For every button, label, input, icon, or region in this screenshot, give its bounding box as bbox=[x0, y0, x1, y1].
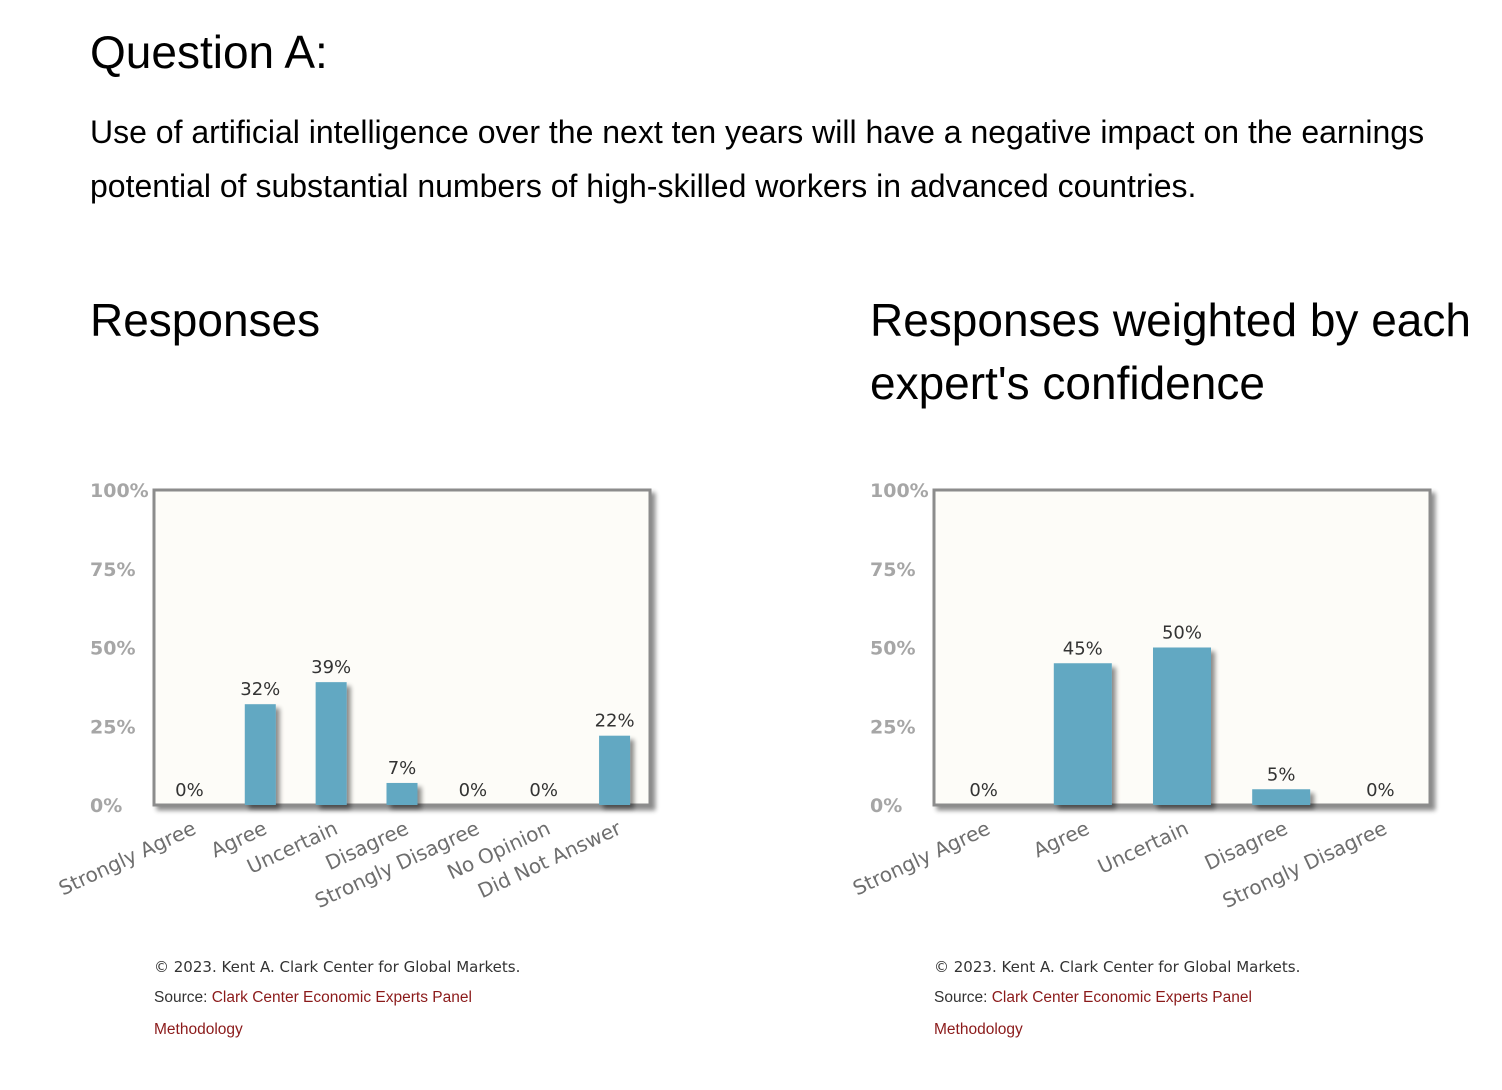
value-label: 0% bbox=[1366, 780, 1395, 801]
bar-uncertain bbox=[315, 682, 347, 805]
bar-did-not-answer bbox=[599, 735, 631, 805]
plot-area bbox=[152, 488, 652, 807]
methodology-link[interactable]: Methodology bbox=[154, 1021, 243, 1038]
responses-chart-title: Responses bbox=[90, 294, 321, 346]
value-label: 0% bbox=[459, 780, 488, 801]
bar-agree bbox=[244, 704, 276, 805]
x-tick-label: Strongly Disagree bbox=[1219, 816, 1391, 913]
methodology-link[interactable]: Methodology bbox=[934, 1021, 1023, 1038]
question-text: Use of artificial intelligence over the … bbox=[90, 114, 1425, 204]
value-label: 22% bbox=[595, 711, 635, 732]
source-label: Source: bbox=[154, 989, 212, 1006]
chart-footer-left: © 2023. Kent A. Clark Center for Global … bbox=[154, 955, 520, 1050]
x-tick-label: Strongly Agree bbox=[849, 816, 994, 900]
source-link[interactable]: Clark Center Economic Experts Panel bbox=[991, 989, 1252, 1006]
weighted-responses-chart-title: Responses weighted by each expert's conf… bbox=[870, 294, 1471, 409]
chart-footer-right: © 2023. Kent A. Clark Center for Global … bbox=[934, 955, 1300, 1050]
value-label: 7% bbox=[388, 758, 417, 779]
weighted-responses-chart: 0%25%50%75%100%0%Strongly Agree45%Agree5… bbox=[849, 480, 1432, 913]
value-label: 0% bbox=[529, 780, 558, 801]
value-label: 0% bbox=[969, 780, 998, 801]
value-label: 32% bbox=[240, 679, 280, 700]
y-tick-label: 100% bbox=[90, 480, 149, 502]
responses-chart: 0%25%50%75%100%0%Strongly Agree32%Agree3… bbox=[55, 480, 652, 913]
y-tick-label: 0% bbox=[870, 795, 902, 817]
value-label: 39% bbox=[311, 657, 351, 678]
value-label: 0% bbox=[175, 780, 204, 801]
question-title: Question A: bbox=[90, 26, 328, 78]
source-link[interactable]: Clark Center Economic Experts Panel bbox=[211, 989, 472, 1006]
bar-disagree bbox=[1252, 789, 1311, 805]
bar-disagree bbox=[386, 782, 418, 805]
methodology-line: Methodology bbox=[934, 1018, 1300, 1042]
value-label: 5% bbox=[1267, 764, 1296, 785]
y-tick-label: 75% bbox=[90, 559, 135, 581]
y-tick-label: 0% bbox=[90, 795, 122, 817]
y-tick-label: 25% bbox=[90, 716, 135, 738]
source-line: Source: Clark Center Economic Experts Pa… bbox=[934, 986, 1300, 1010]
bar-agree bbox=[1053, 663, 1112, 805]
value-label: 50% bbox=[1162, 623, 1202, 644]
y-tick-label: 50% bbox=[90, 638, 135, 660]
copyright-text: © 2023. Kent A. Clark Center for Global … bbox=[934, 958, 1301, 976]
y-tick-label: 25% bbox=[870, 716, 915, 738]
value-label: 45% bbox=[1063, 638, 1103, 659]
methodology-line: Methodology bbox=[154, 1018, 520, 1042]
source-line: Source: Clark Center Economic Experts Pa… bbox=[154, 986, 520, 1010]
x-tick-label: Agree bbox=[1029, 816, 1092, 863]
copyright-text: © 2023. Kent A. Clark Center for Global … bbox=[154, 958, 521, 976]
source-label: Source: bbox=[934, 989, 992, 1006]
x-tick-label: Uncertain bbox=[1094, 816, 1192, 879]
y-tick-label: 75% bbox=[870, 559, 915, 581]
x-tick-label: Strongly Agree bbox=[55, 816, 200, 900]
y-tick-label: 50% bbox=[870, 638, 915, 660]
bar-uncertain bbox=[1153, 647, 1211, 805]
y-tick-label: 100% bbox=[870, 480, 929, 502]
